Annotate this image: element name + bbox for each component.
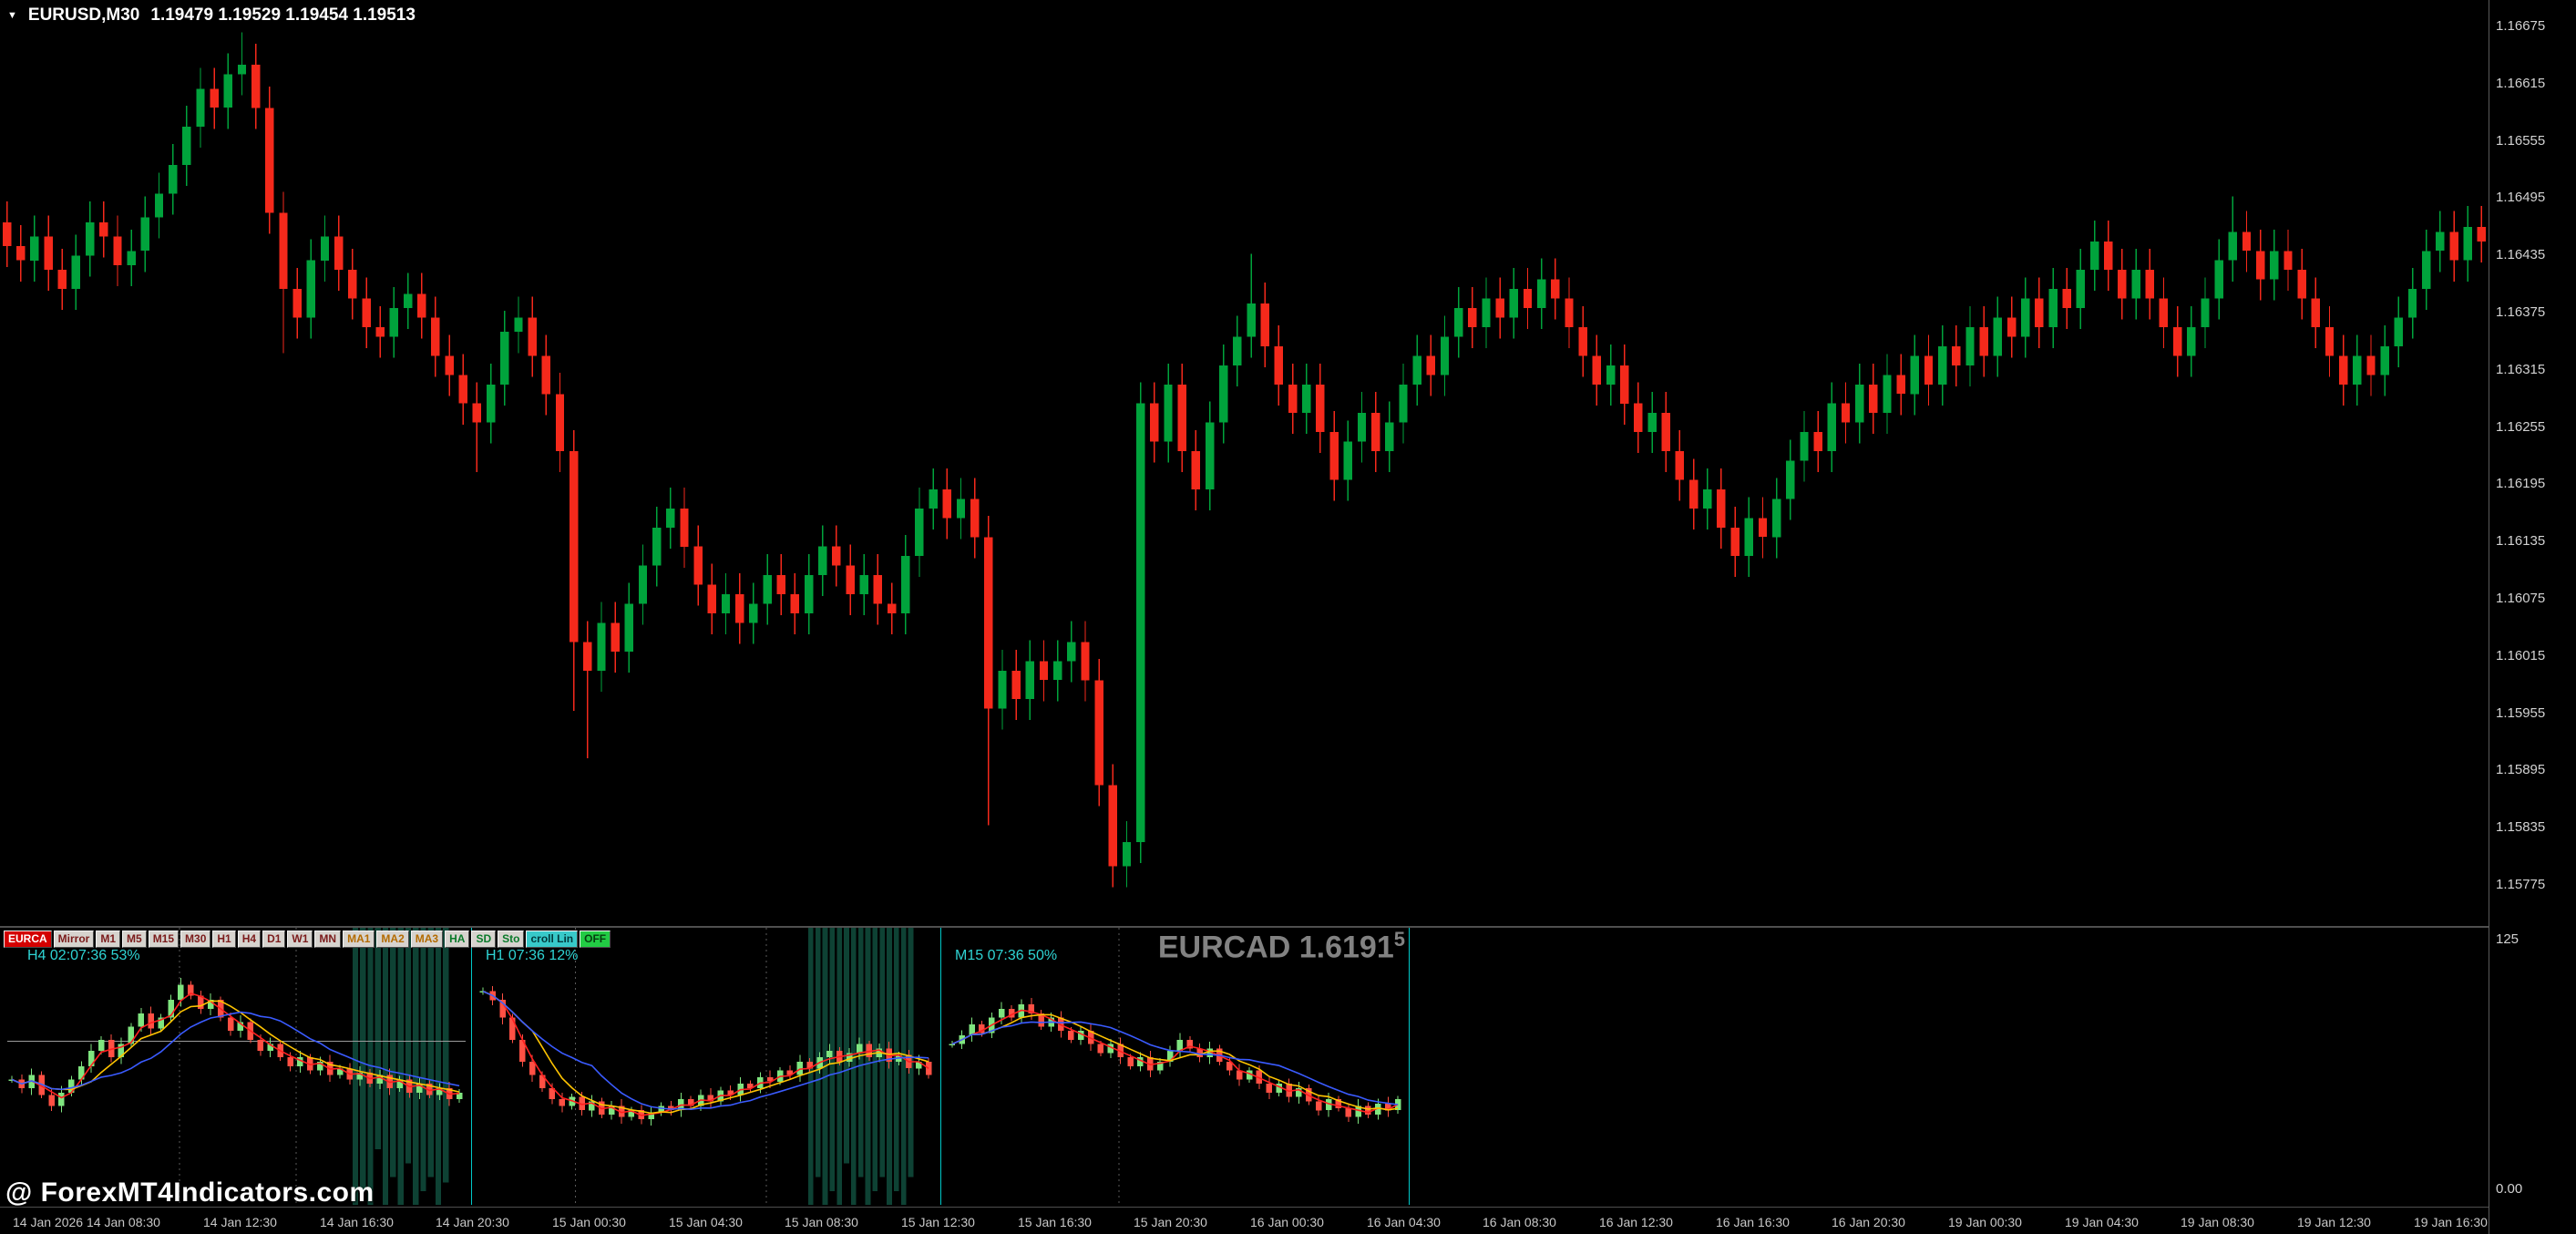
toolbar-button-h4[interactable]: H4 <box>237 931 262 948</box>
price-axis-label: 1.15775 <box>2496 877 2546 892</box>
price-axis-label: 1.16195 <box>2496 476 2546 492</box>
price-axis-label: 1.16135 <box>2496 533 2546 550</box>
toolbar-button-eurca[interactable]: EURCA <box>4 931 52 948</box>
time-axis-label: 14 Jan 12:30 <box>203 1215 277 1229</box>
toolbar-button-croll-lin[interactable]: croll Lin <box>526 931 579 948</box>
mini-panel-mini-m15[interactable] <box>949 928 1401 1205</box>
toolbar-button-ma1[interactable]: MA1 <box>343 931 375 948</box>
toolbar-button-ma2[interactable]: MA2 <box>376 931 409 948</box>
time-axis-label: 15 Jan 00:30 <box>552 1215 626 1229</box>
time-axis-label: 16 Jan 12:30 <box>1599 1215 1673 1229</box>
subwindow-scale-min: 0.00 <box>2496 1181 2523 1197</box>
time-axis-label: 16 Jan 00:30 <box>1250 1215 1324 1229</box>
toolbar-button-off[interactable]: OFF <box>580 931 611 948</box>
time-axis-label: 14 Jan 2026 <box>13 1215 84 1229</box>
main-price-chart[interactable] <box>0 0 2489 926</box>
symbol-period-label: EURUSD,M30 <box>27 5 140 25</box>
ohlc-values: 1.19479 1.19529 1.19454 1.19513 <box>150 5 416 25</box>
time-axis-separator <box>0 1207 2489 1208</box>
time-axis-label: 19 Jan 16:30 <box>2414 1215 2488 1229</box>
mtf-panels-chart[interactable] <box>0 928 2489 1205</box>
time-axis-label: 16 Jan 16:30 <box>1716 1215 1790 1229</box>
price-axis-label: 1.16675 <box>2496 18 2546 34</box>
time-axis-label: 19 Jan 00:30 <box>1948 1215 2022 1229</box>
price-axis-label: 1.16075 <box>2496 591 2546 606</box>
time-axis-label: 14 Jan 20:30 <box>436 1215 509 1229</box>
price-axis-label: 1.16375 <box>2496 304 2546 320</box>
mini-panel-mini-h1[interactable] <box>479 928 932 1205</box>
subwindow-separator[interactable] <box>0 926 2489 928</box>
price-axis-label: 1.16315 <box>2496 361 2546 377</box>
indicator-watermark: EURCAD 1.61915 <box>1048 928 1405 965</box>
price-axis-label: 1.16435 <box>2496 247 2546 263</box>
toolbar-button-m5[interactable]: M5 <box>122 931 147 948</box>
panel-label-mini-m15: M15 07:36 50% <box>955 948 1058 963</box>
indicator-subwindow[interactable]: EURCA Mirror M1 M5 M15 M30 H1 H4 D1 W1 MN MA1 MA2 MA3… <box>0 928 2489 1205</box>
time-axis-label: 15 Jan 08:30 <box>785 1215 858 1229</box>
watermark-price-pip: 5 <box>1393 928 1405 951</box>
time-axis-label: 16 Jan 20:30 <box>1832 1215 1905 1229</box>
subwindow-scale-max: 125 <box>2496 931 2520 947</box>
candles-main <box>2 32 2487 888</box>
toolbar-button-m1[interactable]: M1 <box>96 931 121 948</box>
time-axis-label: 19 Jan 12:30 <box>2297 1215 2371 1229</box>
price-axis[interactable]: 125 0.00 1.16675 1.16615 1.16555 1.16495 1.1… <box>2489 0 2576 1234</box>
price-axis-label: 1.16615 <box>2496 75 2546 91</box>
mini-panel-mini-h4[interactable] <box>7 928 466 1205</box>
watermark-symbol: EURCAD <box>1157 930 1291 965</box>
toolbar-button-m15[interactable]: M15 <box>148 931 180 948</box>
time-axis-label: 16 Jan 08:30 <box>1483 1215 1556 1229</box>
time-axis-label: 15 Jan 16:30 <box>1018 1215 1092 1229</box>
time-axis-label: 14 Jan 08:30 <box>87 1215 160 1229</box>
toolbar-button-ma3[interactable]: MA3 <box>410 931 444 948</box>
panel-label-mini-h4: H4 02:07:36 53% <box>27 948 140 963</box>
watermark-price: 1.6191 <box>1298 930 1394 965</box>
toolbar-button-sto[interactable]: Sto <box>498 931 525 948</box>
price-axis-label: 1.16555 <box>2496 132 2546 149</box>
time-axis-label: 14 Jan 16:30 <box>320 1215 394 1229</box>
site-branding: @ ForexMT4Indicators.com <box>5 1177 375 1208</box>
panel-label-mini-h1: H1 07:36 12% <box>486 948 579 963</box>
time-axis-label: 15 Jan 20:30 <box>1134 1215 1207 1229</box>
price-axis-label: 1.16015 <box>2496 647 2546 663</box>
price-axis-label: 1.16495 <box>2496 190 2546 206</box>
toolbar-button-ha[interactable]: HA <box>445 931 470 948</box>
price-axis-label: 1.15835 <box>2496 819 2546 836</box>
price-axis-label: 1.16255 <box>2496 418 2546 435</box>
toolbar-button-mirror[interactable]: Mirror <box>53 931 95 948</box>
toolbar-button-mn[interactable]: MN <box>314 931 342 948</box>
toolbar-button-d1[interactable]: D1 <box>262 931 286 948</box>
time-axis-label: 16 Jan 04:30 <box>1367 1215 1441 1229</box>
time-axis[interactable]: 14 Jan 2026 14 Jan 08:30 14 Jan 12:30 14 Ja… <box>0 1208 2489 1234</box>
toolbar-button-h1[interactable]: H1 <box>212 931 236 948</box>
time-axis-label: 19 Jan 08:30 <box>2181 1215 2254 1229</box>
time-axis-label: 15 Jan 04:30 <box>669 1215 743 1229</box>
time-axis-label: 19 Jan 04:30 <box>2065 1215 2139 1229</box>
toolbar-button-w1[interactable]: W1 <box>287 931 313 948</box>
dropdown-triangle-icon: ▼ <box>7 10 17 21</box>
toolbar-button-m30[interactable]: M30 <box>180 931 211 948</box>
chart-ohlc-info: ▼ EURUSD,M30 1.19479 1.19529 1.19454 1.1… <box>7 5 416 26</box>
time-axis-label: 15 Jan 12:30 <box>901 1215 975 1229</box>
toolbar-button-sd[interactable]: SD <box>471 931 497 948</box>
price-axis-label: 1.15895 <box>2496 762 2546 778</box>
price-axis-label: 1.15955 <box>2496 704 2546 721</box>
indicator-toolbar: EURCA Mirror M1 M5 M15 M30 H1 H4 D1 W1 MN MA1 MA2 MA3… <box>4 931 611 948</box>
